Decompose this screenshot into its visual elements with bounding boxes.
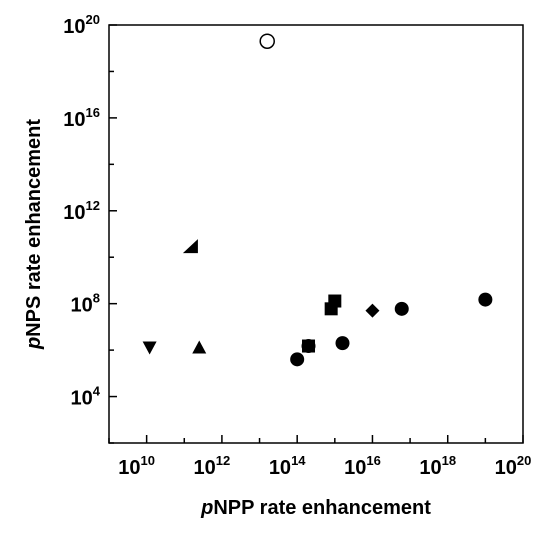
- data-point-diamond: [365, 303, 380, 318]
- tick-label-base: 10: [118, 457, 140, 479]
- tick-label-exponent: 12: [86, 198, 100, 213]
- data-point-circle-open: [259, 33, 275, 49]
- tick-label-exponent: 14: [291, 453, 306, 468]
- data-point-triangle-up: [192, 340, 207, 354]
- data-point-square: [302, 339, 316, 353]
- x-axis-label-text: NPP rate enhancement: [213, 497, 431, 519]
- axis-ticks: [108, 24, 524, 444]
- tick-label-exponent: 16: [86, 105, 100, 120]
- x-tick-label: 1012: [194, 453, 231, 479]
- y-tick-label: 1016: [63, 105, 100, 131]
- tick-label-exponent: 18: [442, 453, 456, 468]
- x-tick-label: 1014: [269, 453, 306, 479]
- tick-label-base: 10: [63, 202, 85, 224]
- tick-label-exponent: 8: [93, 291, 100, 306]
- tick-label-base: 10: [495, 457, 517, 479]
- x-axis-label-italic: p: [200, 497, 213, 519]
- y-axis-label-italic: p: [23, 337, 45, 350]
- data-point-triangle-down: [142, 341, 157, 355]
- data-point-circle: [478, 292, 493, 307]
- plot-frame: [108, 24, 524, 444]
- x-tick-label: 1010: [118, 453, 155, 479]
- tick-labels: 1010 1012 1014 1016 1018 10201041081012101610…: [63, 12, 531, 479]
- tick-label-base: 10: [71, 295, 93, 317]
- y-tick-label: 1020: [63, 12, 100, 38]
- tick-label-exponent: 4: [93, 384, 101, 399]
- y-tick-label: 108: [71, 291, 100, 317]
- data-point-circle: [394, 301, 409, 316]
- data-point-triangle-left: [182, 239, 198, 254]
- tick-label-exponent: 10: [141, 453, 155, 468]
- x-tick-label: 1018: [419, 453, 456, 479]
- data-point-circle: [335, 336, 350, 351]
- tick-label-exponent: 16: [366, 453, 380, 468]
- y-tick-label: 1012: [63, 198, 100, 224]
- tick-label-base: 10: [419, 457, 441, 479]
- tick-label-exponent: 12: [216, 453, 230, 468]
- x-axis-label: pNPP rate enhancement: [200, 497, 431, 519]
- tick-label-base: 10: [269, 457, 291, 479]
- x-tick-label: 1016: [344, 453, 381, 479]
- tick-label-base: 10: [71, 388, 93, 410]
- tick-label-base: 10: [344, 457, 366, 479]
- data-point-circle: [290, 352, 305, 367]
- x-tick-label: 1020: [495, 453, 532, 479]
- y-tick-label: 104: [71, 384, 101, 410]
- tick-label-base: 10: [63, 16, 85, 38]
- tick-label-exponent: 20: [86, 12, 100, 27]
- y-axis-label-text: NPS rate enhancement: [23, 119, 45, 337]
- data-point-square: [328, 294, 342, 308]
- tick-label-base: 10: [194, 457, 216, 479]
- tick-label-base: 10: [63, 109, 85, 131]
- y-axis-label: pNPS rate enhancement: [23, 119, 45, 350]
- tick-label-exponent: 20: [517, 453, 531, 468]
- data-points: [142, 33, 493, 367]
